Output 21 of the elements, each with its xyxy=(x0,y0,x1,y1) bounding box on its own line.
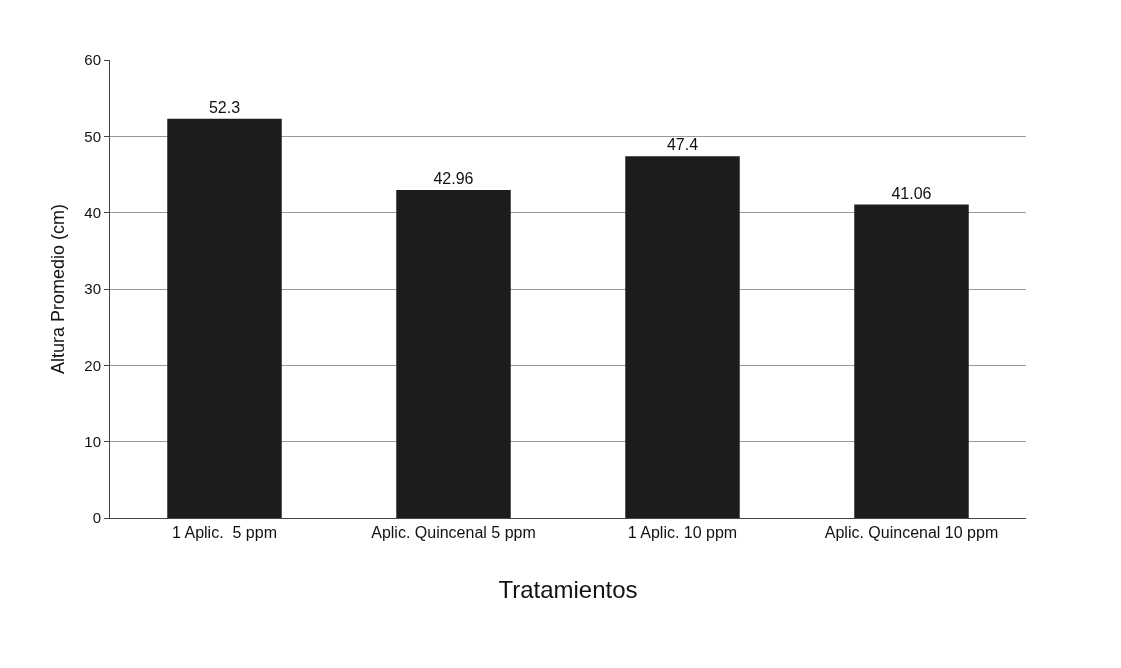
bar xyxy=(625,156,740,518)
y-axis-title: Altura Promedio (cm) xyxy=(48,203,68,375)
data-label: 52.3 xyxy=(208,98,241,116)
y-tick-label: 20 xyxy=(84,356,101,374)
x-tick-label: 1 Aplic. 10 ppm xyxy=(627,524,738,542)
x-axis-title: Tratamientos xyxy=(498,575,638,603)
x-tick-label: 1 Aplic. 5 ppm xyxy=(172,524,277,542)
bar xyxy=(167,118,282,518)
x-tick-label: Aplic. Quincenal 10 ppm xyxy=(824,524,999,542)
y-tick-label: 30 xyxy=(84,280,101,298)
data-label: 47.4 xyxy=(666,136,699,154)
bar xyxy=(396,190,511,518)
y-tick-label: 40 xyxy=(84,203,101,221)
data-label: 41.06 xyxy=(891,184,932,202)
y-tick-label: 60 xyxy=(84,51,101,69)
y-tick-label: 10 xyxy=(84,432,101,450)
y-tick-label: 50 xyxy=(84,127,101,145)
x-tick-label: Aplic. Quincenal 5 ppm xyxy=(371,524,536,542)
bar xyxy=(854,204,969,518)
data-label: 42.96 xyxy=(433,170,474,188)
y-tick-label: 0 xyxy=(92,509,101,527)
